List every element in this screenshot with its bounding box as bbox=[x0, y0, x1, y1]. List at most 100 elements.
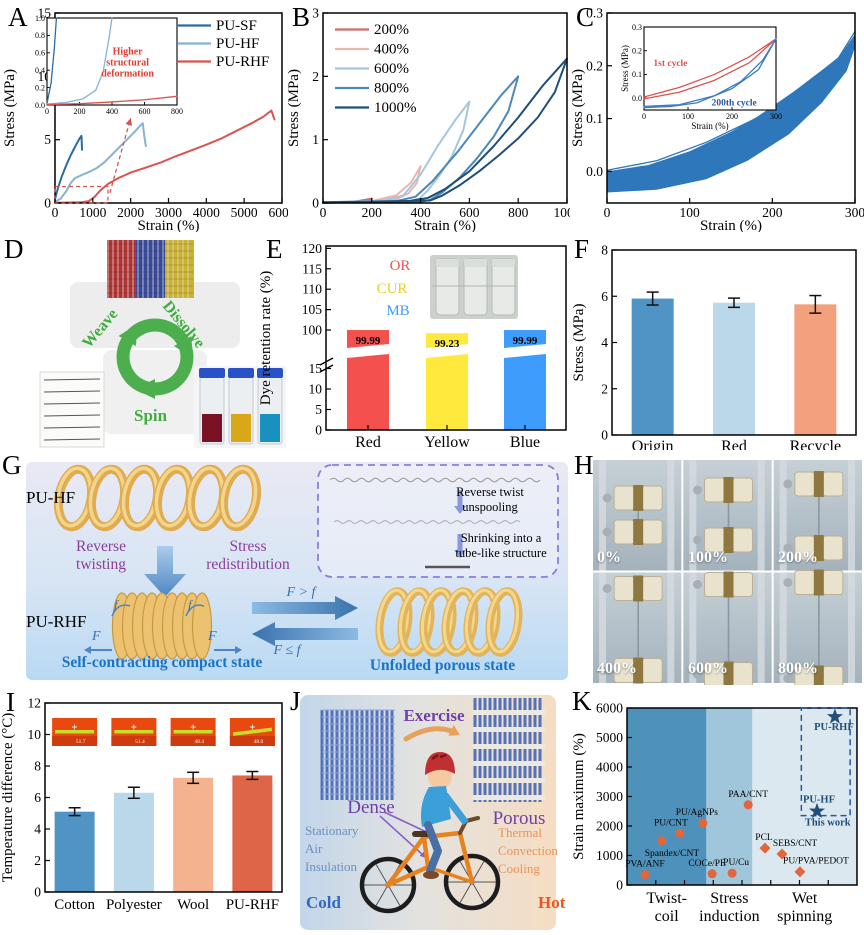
panel-b-cyclic-chart: 0 200 400 600 800 1000 0 1 2 3 Strain (%) Stress (M… bbox=[286, 6, 570, 233]
svg-text:10: 10 bbox=[309, 382, 323, 397]
porous-state-caption: Unfolded porous state bbox=[369, 657, 516, 674]
shrinking-label: Shrinking into a tube-like structure bbox=[455, 531, 547, 560]
svg-text:400: 400 bbox=[106, 107, 118, 116]
svg-text:6: 6 bbox=[34, 790, 41, 805]
svg-text:100: 100 bbox=[302, 323, 323, 338]
svg-text:0: 0 bbox=[320, 205, 327, 220]
friction-right-label: f bbox=[188, 597, 192, 612]
f-greater-label: F > f bbox=[286, 585, 316, 600]
panel-f-letter: F bbox=[574, 234, 590, 264]
svg-text:Strain (%): Strain (%) bbox=[414, 218, 476, 232]
svg-text:5: 5 bbox=[315, 402, 322, 417]
svg-text:0: 0 bbox=[52, 205, 59, 220]
strain-photo-label-2: 200% bbox=[778, 549, 818, 566]
svg-text:COCe/PE: COCe/PE bbox=[688, 859, 726, 869]
svg-text:100: 100 bbox=[682, 112, 694, 121]
svg-text:Blue: Blue bbox=[510, 434, 540, 450]
svg-text:0.8: 0.8 bbox=[35, 31, 45, 40]
svg-text:Stress (MPa): Stress (MPa) bbox=[570, 69, 586, 147]
panel-f-recycle-stress-chart: Origin Red Recycle 0 2 4 6 8 Stress (MPa) bbox=[571, 243, 857, 450]
svg-text:6000: 6000 bbox=[269, 205, 289, 220]
compact-state-caption: Self-contracting compact state bbox=[61, 654, 263, 671]
panel-g-mechanism-diagram bbox=[26, 462, 568, 680]
svg-text:600%: 600% bbox=[374, 61, 409, 77]
svg-text:3000: 3000 bbox=[596, 789, 623, 804]
svg-text:Red: Red bbox=[355, 434, 381, 450]
svg-text:10: 10 bbox=[28, 727, 42, 742]
svg-text:4: 4 bbox=[601, 335, 608, 350]
svg-text:1st cycle: 1st cycle bbox=[653, 59, 687, 69]
svg-text:1000%: 1000% bbox=[374, 100, 417, 116]
svg-text:CUR: CUR bbox=[377, 281, 408, 297]
svg-text:0: 0 bbox=[616, 878, 623, 893]
svg-text:Stress (MPa): Stress (MPa) bbox=[2, 69, 18, 147]
panel-b-letter: B bbox=[292, 2, 311, 32]
pu-hf-label: PU-HF bbox=[26, 488, 76, 507]
svg-text:0.3: 0.3 bbox=[632, 23, 642, 32]
svg-text:105: 105 bbox=[302, 302, 323, 317]
svg-text:Strain (%): Strain (%) bbox=[700, 218, 762, 232]
svg-text:1: 1 bbox=[312, 132, 319, 147]
svg-text:2000: 2000 bbox=[596, 819, 623, 834]
panel-a-stress-strain-chart: 0100020003000400050006000051015Strain (%… bbox=[2, 6, 289, 233]
strain-photo-label-3: 400% bbox=[597, 660, 637, 677]
panel-k-letter: K bbox=[572, 686, 592, 716]
strain-photo-label-5: 800% bbox=[778, 660, 818, 677]
svg-text:0: 0 bbox=[315, 423, 322, 438]
svg-text:800%: 800% bbox=[374, 81, 409, 97]
svg-text:0.1: 0.1 bbox=[632, 70, 642, 79]
svg-text:0.1: 0.1 bbox=[586, 111, 603, 126]
panel-i-letter: I bbox=[6, 687, 15, 717]
svg-text:Stress (MPa): Stress (MPa) bbox=[571, 304, 587, 382]
svg-text:200: 200 bbox=[762, 205, 783, 220]
strain-photo-label-0: 0% bbox=[597, 549, 621, 566]
svg-text:0: 0 bbox=[34, 885, 41, 900]
svg-text:51.4: 51.4 bbox=[135, 739, 145, 745]
panel-j-exercise-diagram bbox=[300, 695, 556, 930]
svg-text:Strain (%): Strain (%) bbox=[137, 218, 199, 232]
svg-text:0.0: 0.0 bbox=[632, 94, 642, 103]
svg-text:0.0: 0.0 bbox=[35, 101, 45, 110]
svg-text:99.99: 99.99 bbox=[356, 335, 381, 347]
spin-label: Spin bbox=[134, 406, 168, 425]
svg-text:200: 200 bbox=[726, 112, 738, 121]
friction-left-label: f bbox=[114, 597, 118, 612]
svg-text:48.4: 48.4 bbox=[194, 739, 204, 745]
svg-text:12: 12 bbox=[28, 696, 42, 711]
strain-photo-label-1: 100% bbox=[688, 549, 728, 566]
svg-text:Temperature difference (°C): Temperature difference (°C) bbox=[0, 713, 16, 883]
panel-h-letter: H bbox=[574, 450, 594, 480]
svg-text:2: 2 bbox=[601, 381, 608, 396]
svg-text:PU-RHF: PU-RHF bbox=[216, 54, 269, 70]
svg-text:spinning: spinning bbox=[777, 908, 832, 925]
svg-text:200th cycle: 200th cycle bbox=[712, 99, 757, 109]
svg-text:3000: 3000 bbox=[155, 205, 182, 220]
cooling-label: Thermal Convection Cooling bbox=[498, 825, 558, 876]
cold-label: Cold bbox=[306, 893, 341, 912]
svg-text:0: 0 bbox=[45, 107, 49, 116]
pu-rhf-label: PU-RHF bbox=[26, 612, 87, 631]
svg-text:PU-SF: PU-SF bbox=[216, 18, 257, 34]
panel-j-letter: J bbox=[290, 686, 301, 716]
svg-text:Yellow: Yellow bbox=[424, 434, 470, 450]
svg-text:0: 0 bbox=[642, 112, 646, 121]
svg-text:800: 800 bbox=[508, 205, 529, 220]
svg-text:200: 200 bbox=[74, 107, 86, 116]
svg-text:PU/Cu: PU/Cu bbox=[723, 858, 749, 868]
svg-text:Dye retention rate (%): Dye retention rate (%) bbox=[258, 271, 274, 406]
svg-text:6: 6 bbox=[601, 289, 608, 304]
reverse-twisting-label: Reverse twisting bbox=[76, 538, 126, 573]
panel-a-letter: A bbox=[8, 2, 28, 32]
svg-text:200%: 200% bbox=[374, 22, 409, 38]
svg-text:5000: 5000 bbox=[231, 205, 258, 220]
svg-text:120: 120 bbox=[302, 241, 323, 256]
svg-text:300: 300 bbox=[770, 112, 782, 121]
svg-text:15: 15 bbox=[309, 361, 323, 376]
svg-text:Stress (MPa): Stress (MPa) bbox=[286, 69, 302, 147]
insulation-label: Stationary Air Insulation bbox=[305, 823, 359, 874]
svg-text:2000: 2000 bbox=[117, 205, 144, 220]
force-left-label: F bbox=[92, 629, 101, 644]
svg-text:PCL: PCL bbox=[755, 833, 773, 843]
svg-text:51.7: 51.7 bbox=[76, 739, 86, 745]
exercise-label: Exercise bbox=[403, 706, 465, 725]
